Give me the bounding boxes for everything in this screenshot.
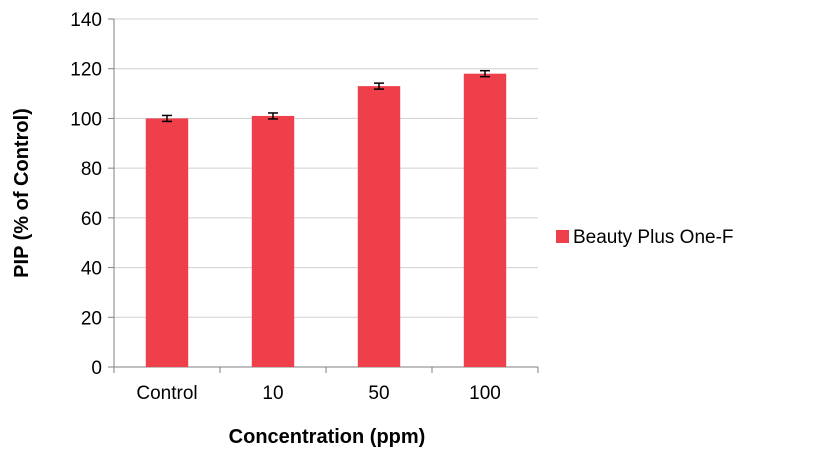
y-tick-label: 80 [81,159,102,180]
bar-100 [463,73,507,367]
legend-swatch [556,230,569,243]
error-bars [162,69,490,123]
legend: Beauty Plus One-F [556,227,734,248]
y-tick-label: 120 [70,60,102,81]
bar-10 [251,115,295,367]
x-tick-label: 10 [262,383,283,404]
y-tick-label: 60 [81,209,102,230]
y-axis-title: PIP (% of Control) [11,108,33,278]
legend-label: Beauty Plus One-F [573,227,734,248]
x-tick-label: 50 [368,383,389,404]
y-tick-label: 0 [91,358,102,379]
y-tick-label: 100 [70,109,102,130]
y-tick-labels: 0 20 40 60 80 100 120 140 [70,10,102,379]
bar-control [145,118,189,367]
x-tick-label: 100 [469,383,501,404]
y-tick-label: 40 [81,259,102,280]
bar-50 [357,86,401,367]
x-axis-title: Concentration (ppm) [229,426,426,448]
y-tick-label: 20 [81,308,102,329]
y-tick-label: 140 [70,10,102,31]
x-tick-label: Control [136,383,197,404]
x-tick-labels: Control 10 50 100 [136,383,500,404]
bars [145,73,507,367]
